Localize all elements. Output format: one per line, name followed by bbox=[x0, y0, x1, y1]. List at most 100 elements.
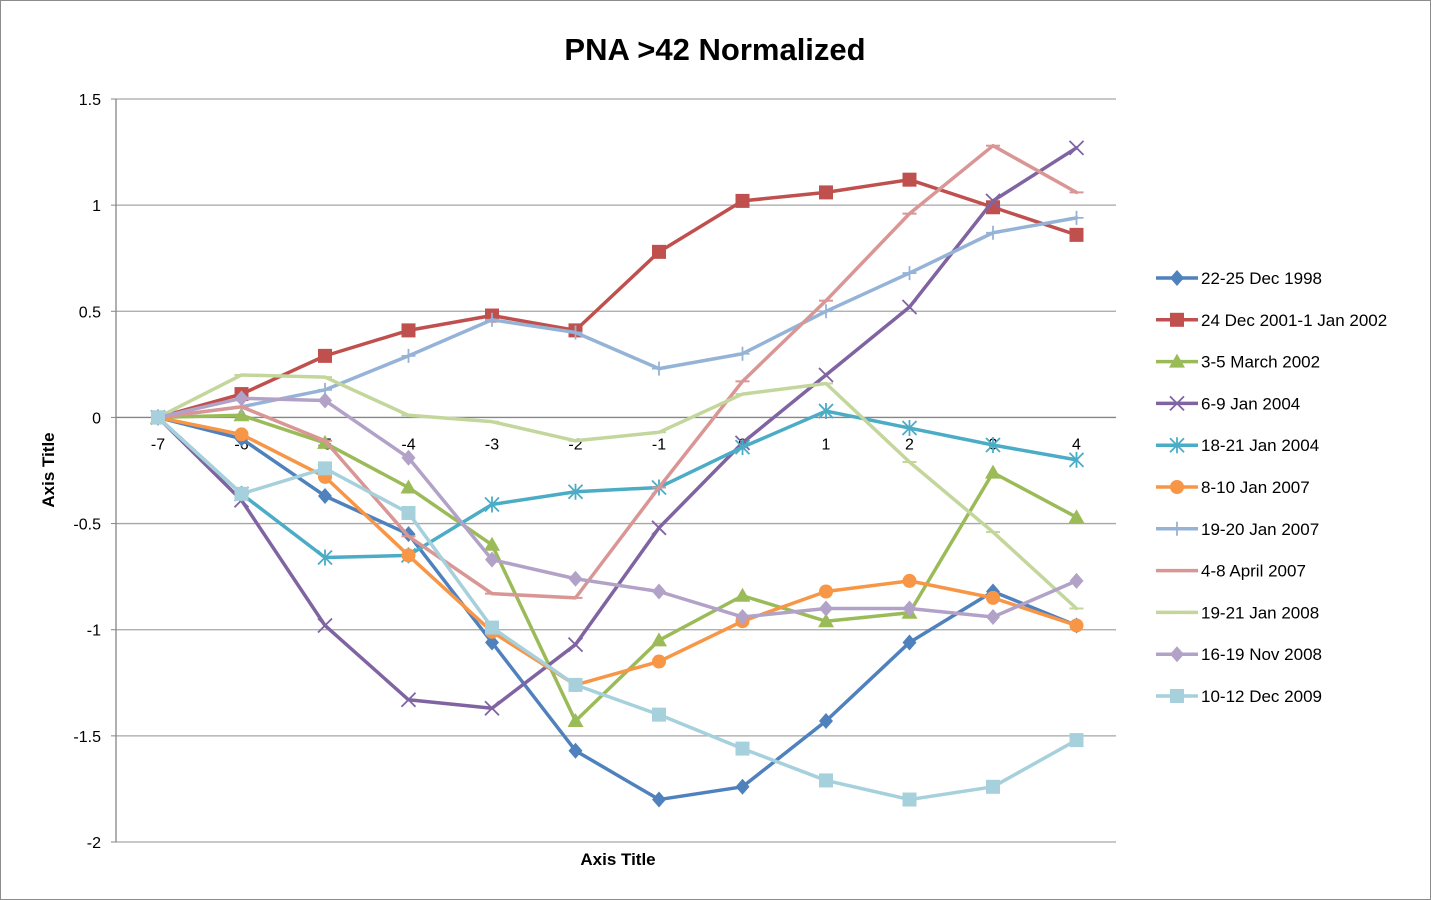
data-point bbox=[568, 677, 583, 692]
series-line bbox=[156, 415, 1079, 802]
legend-label: 10-12 Dec 2009 bbox=[1201, 687, 1322, 706]
series-7 bbox=[151, 210, 1084, 425]
data-point bbox=[818, 613, 834, 628]
y-tick-label: -2 bbox=[87, 835, 101, 852]
series-2 bbox=[151, 172, 1084, 425]
legend-label: 19-20 Jan 2007 bbox=[1201, 520, 1319, 539]
legend-item: 10-12 Dec 2009 bbox=[1156, 687, 1322, 706]
data-point bbox=[652, 361, 666, 376]
data-point bbox=[819, 773, 833, 788]
series-6 bbox=[151, 410, 1084, 692]
data-point bbox=[234, 427, 249, 442]
data-point bbox=[735, 741, 750, 756]
legend-item: 4-8 April 2007 bbox=[1156, 562, 1306, 581]
legend-label: 19-21 Jan 2008 bbox=[1201, 603, 1319, 622]
data-point bbox=[151, 410, 165, 425]
data-point bbox=[986, 779, 1000, 794]
data-point bbox=[735, 193, 750, 208]
legend-item: 8-10 Jan 2007 bbox=[1156, 478, 1310, 497]
gridlines bbox=[111, 98, 1116, 843]
data-point bbox=[651, 632, 667, 647]
y-axis-title: Axis Title bbox=[39, 432, 58, 507]
series-1 bbox=[151, 409, 1084, 808]
legend-item: 24 Dec 2001-1 Jan 2002 bbox=[1156, 311, 1387, 330]
data-point bbox=[234, 390, 249, 407]
series-line bbox=[156, 409, 1079, 560]
data-point bbox=[567, 712, 584, 727]
data-point bbox=[401, 348, 416, 363]
data-point bbox=[902, 792, 917, 807]
y-tick-label: -1.5 bbox=[73, 729, 101, 746]
y-tick-label: 1.5 bbox=[79, 92, 101, 109]
data-point bbox=[734, 587, 751, 602]
legend-item: 3-5 March 2002 bbox=[1156, 353, 1320, 372]
legend-item: 6-9 Jan 2004 bbox=[1156, 394, 1300, 413]
data-point bbox=[901, 420, 918, 437]
data-point bbox=[317, 549, 333, 566]
legend-label: 16-19 Nov 2008 bbox=[1201, 645, 1322, 664]
legend-label: 22-25 Dec 1998 bbox=[1201, 269, 1322, 288]
legend: 22-25 Dec 1998 24 Dec 2001-1 Jan 2002 3-5 … bbox=[1156, 269, 1387, 706]
data-point bbox=[902, 573, 917, 588]
data-point bbox=[400, 692, 417, 708]
y-tick-label: 0.5 bbox=[79, 304, 101, 321]
data-point bbox=[401, 548, 416, 563]
data-point bbox=[1068, 509, 1085, 524]
series-line bbox=[156, 415, 1079, 802]
data-point bbox=[1069, 618, 1084, 633]
x-tick-label: 2 bbox=[905, 436, 914, 453]
data-point bbox=[485, 551, 499, 568]
data-point bbox=[1069, 227, 1084, 242]
data-point bbox=[652, 583, 666, 600]
data-point bbox=[484, 700, 500, 716]
data-point bbox=[400, 479, 417, 494]
data-point bbox=[819, 712, 833, 729]
legend-label: 6-9 Jan 2004 bbox=[1201, 394, 1300, 413]
data-point bbox=[567, 483, 584, 500]
series-line bbox=[156, 396, 1079, 619]
data-point bbox=[902, 634, 917, 651]
data-point bbox=[734, 439, 751, 456]
data-point bbox=[485, 620, 499, 635]
x-tick-label: -1 bbox=[652, 436, 666, 453]
data-point bbox=[401, 505, 416, 520]
x-tick-label: -3 bbox=[485, 436, 499, 453]
series-10 bbox=[151, 390, 1084, 625]
data-point bbox=[234, 486, 249, 501]
data-point bbox=[401, 449, 416, 466]
data-point bbox=[652, 654, 666, 669]
series-line bbox=[156, 177, 1079, 420]
data-point bbox=[1170, 521, 1184, 536]
y-tick-label: 1 bbox=[92, 198, 101, 215]
series-11 bbox=[151, 410, 1084, 807]
data-point bbox=[985, 437, 1001, 454]
y-tick-labels: 1.5 1 0.5 0 -0.5 -1 -1.5 -2 bbox=[73, 92, 101, 852]
series-line bbox=[156, 415, 1079, 687]
data-point bbox=[1069, 572, 1084, 589]
data-point bbox=[819, 185, 833, 200]
series-line bbox=[156, 216, 1079, 420]
data-point bbox=[1170, 270, 1184, 286]
y-tick-label: -0.5 bbox=[73, 517, 101, 534]
data-point bbox=[901, 299, 918, 315]
x-tick-label: -4 bbox=[401, 436, 415, 453]
data-point bbox=[652, 791, 666, 808]
data-point bbox=[1069, 733, 1084, 748]
data-point bbox=[819, 584, 833, 599]
legend-label: 3-5 March 2002 bbox=[1201, 353, 1320, 372]
data-point bbox=[735, 346, 750, 361]
data-point bbox=[484, 536, 500, 551]
legend-label: 4-8 April 2007 bbox=[1201, 562, 1306, 581]
data-point bbox=[1170, 312, 1184, 327]
data-point bbox=[652, 707, 666, 722]
data-point bbox=[985, 193, 1001, 209]
data-point bbox=[818, 403, 834, 420]
x-tick-label: 1 bbox=[822, 436, 831, 453]
data-point bbox=[568, 325, 583, 340]
data-point bbox=[568, 742, 583, 759]
data-point bbox=[318, 461, 332, 476]
data-point bbox=[819, 304, 833, 319]
chart-title: PNA >42 Normalized bbox=[564, 32, 865, 67]
data-point bbox=[1169, 437, 1185, 454]
